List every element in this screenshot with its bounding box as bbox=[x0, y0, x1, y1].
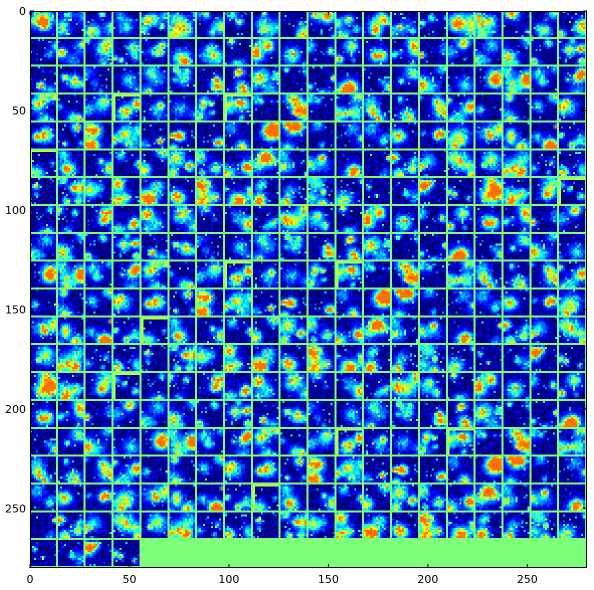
y-tick-label: 150 bbox=[5, 303, 26, 316]
plot-area bbox=[30, 11, 587, 568]
y-tick-label: 100 bbox=[5, 204, 26, 217]
y-tick-label: 50 bbox=[12, 104, 26, 117]
x-tick-label: 0 bbox=[27, 573, 34, 586]
heatmap-image bbox=[30, 11, 587, 568]
x-tick-label: 200 bbox=[417, 573, 438, 586]
y-tick-label: 250 bbox=[5, 502, 26, 515]
x-tick-label: 100 bbox=[218, 573, 239, 586]
x-tick-label: 250 bbox=[517, 573, 538, 586]
x-tick-label: 50 bbox=[122, 573, 136, 586]
y-tick-label: 0 bbox=[19, 5, 26, 18]
axis-ticks: 0 50 100 150 200 250 0 50 100 150 200 250 bbox=[5, 5, 587, 586]
plot-frame bbox=[30, 11, 587, 568]
y-tick-label: 200 bbox=[5, 403, 26, 416]
x-tick-label: 150 bbox=[318, 573, 339, 586]
